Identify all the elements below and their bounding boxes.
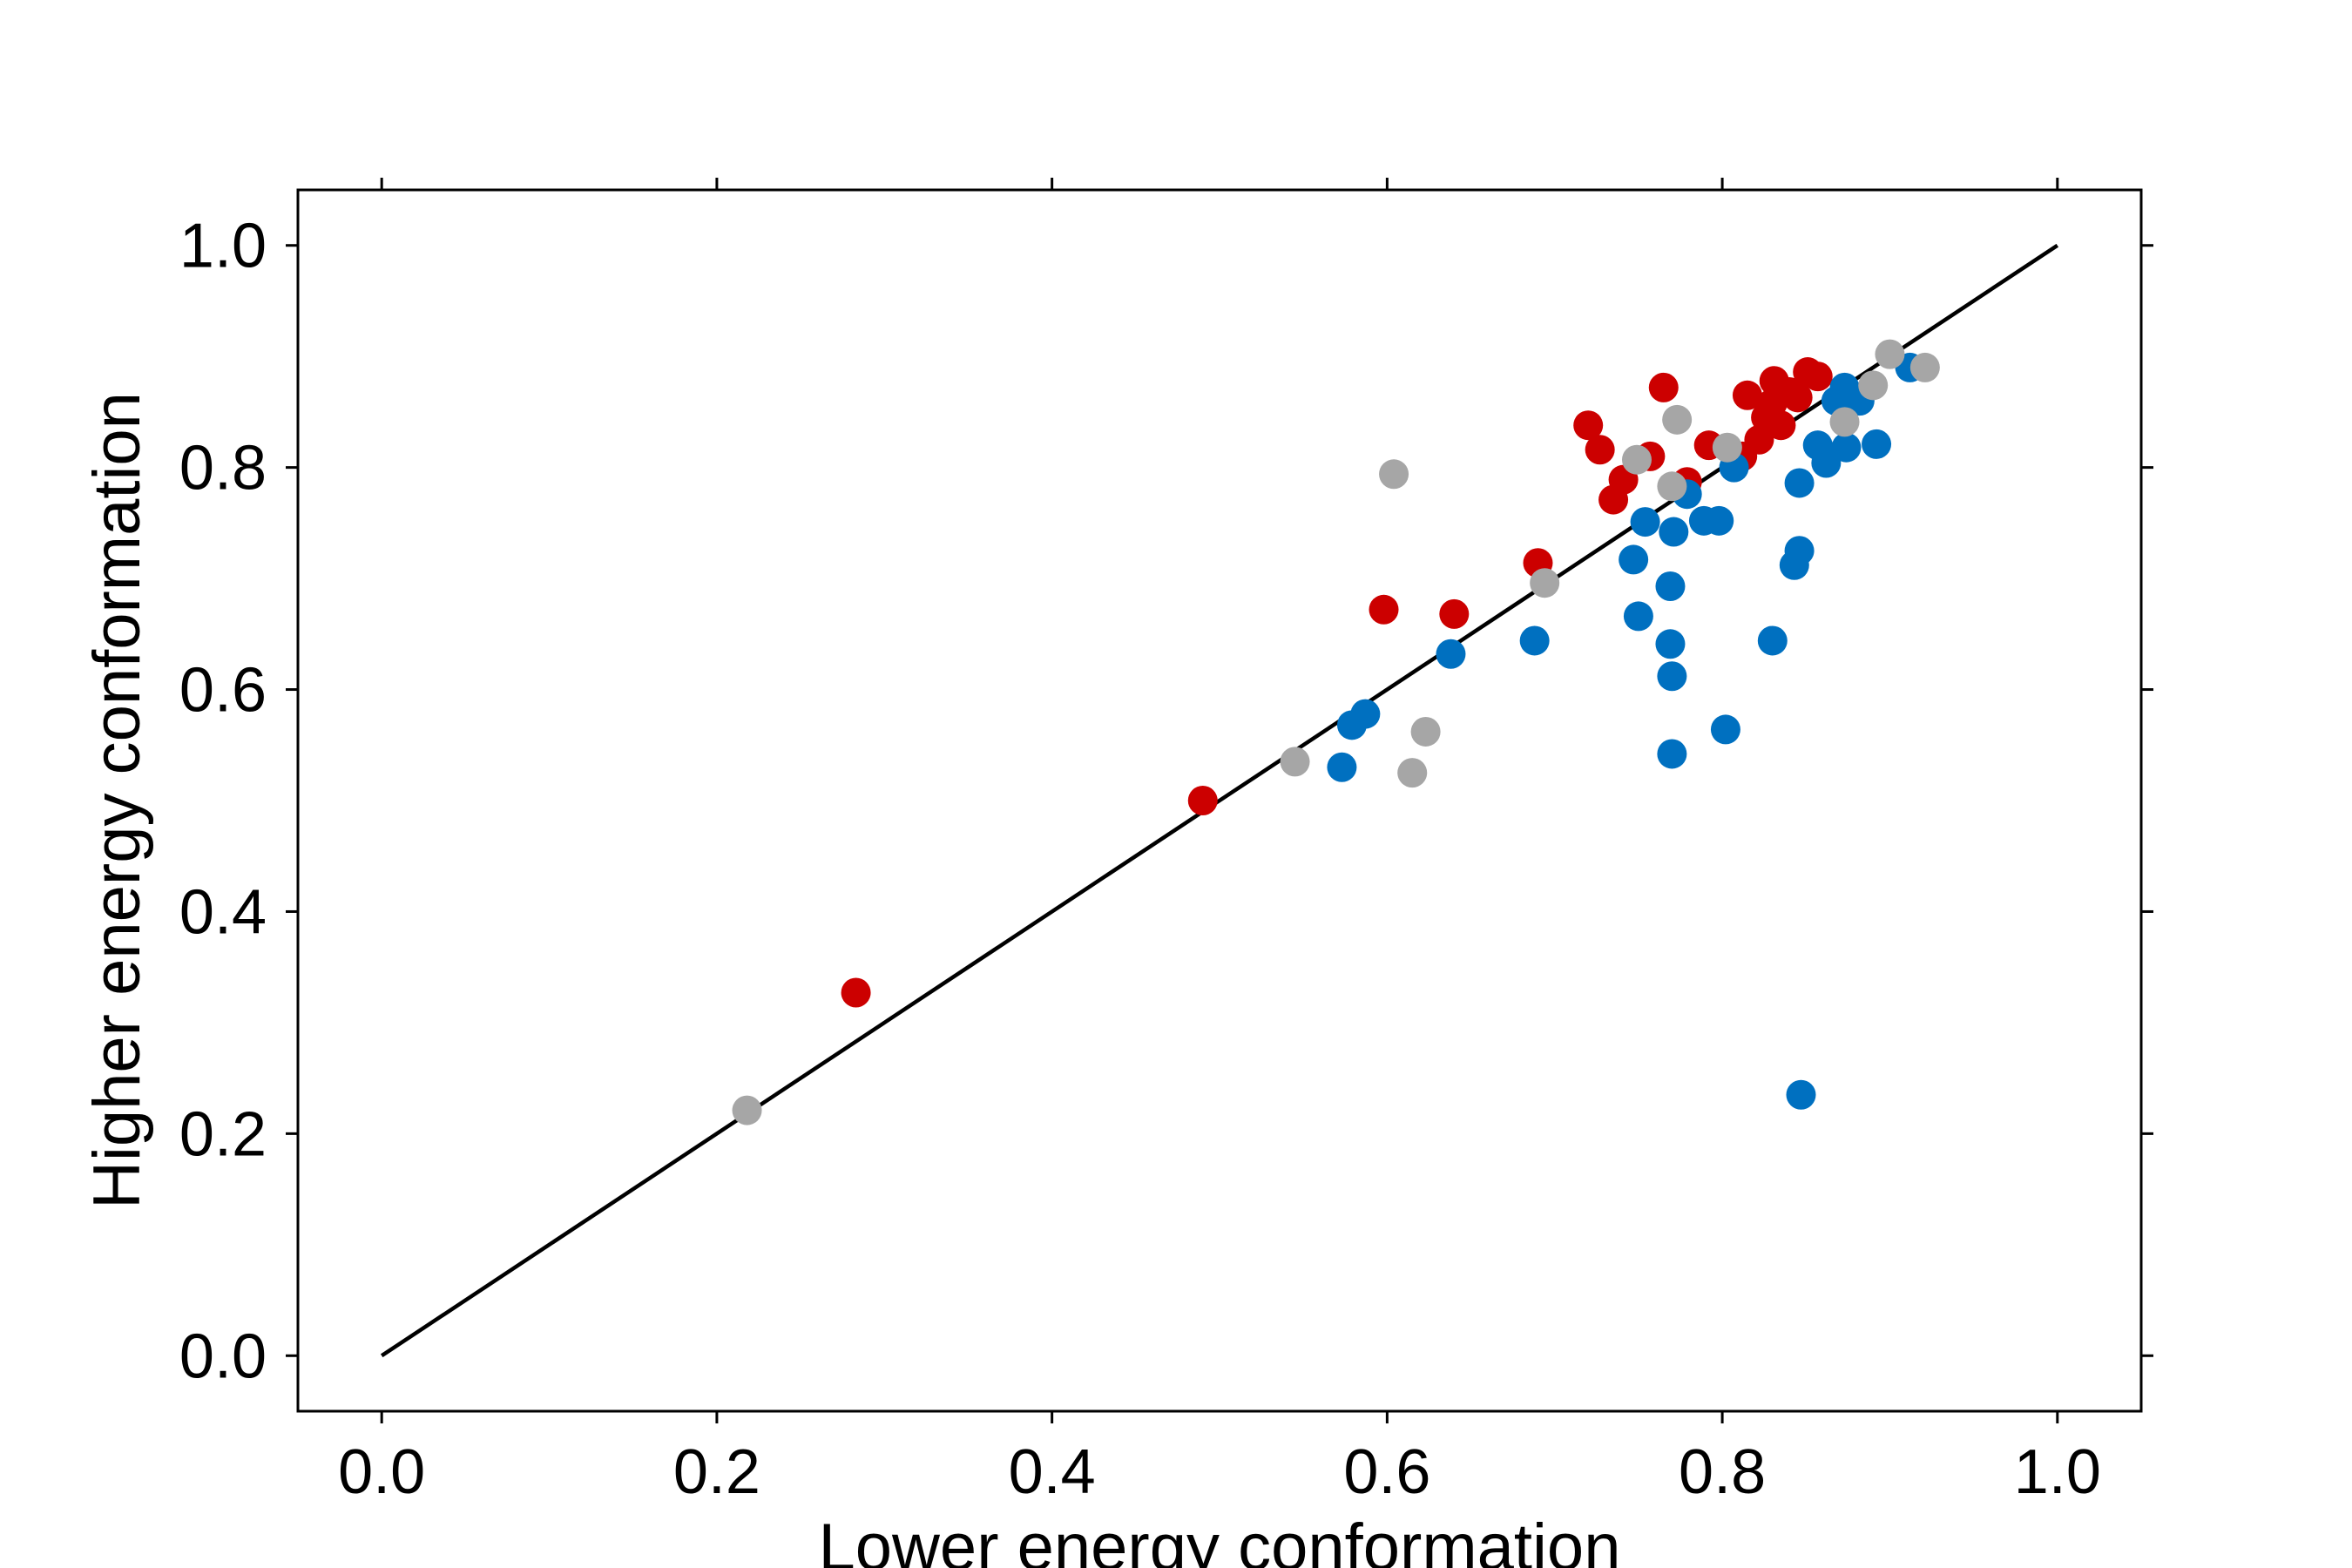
y-axis: 0.0 0.2 0.4 0.6 0.8 1.0 <box>179 212 2153 1391</box>
data-point <box>1744 424 1774 455</box>
x-tick-label: 0.2 <box>673 1437 760 1507</box>
x-axis-title: Lower energy conformation <box>819 1511 1621 1568</box>
data-point <box>1757 625 1788 656</box>
y-tick-label: 1.0 <box>179 212 267 281</box>
data-point <box>1766 410 1796 441</box>
data-point <box>1784 468 1815 498</box>
y-axis-title: Higher energy conformation <box>80 392 154 1209</box>
data-point <box>1657 471 1687 502</box>
data-point <box>1619 544 1649 575</box>
x-tick-label: 0.8 <box>1679 1437 1766 1507</box>
data-point <box>1858 370 1889 401</box>
data-point <box>1397 758 1428 788</box>
data-point <box>1573 410 1604 441</box>
data-point <box>1659 517 1689 547</box>
data-point <box>1623 601 1653 632</box>
data-point <box>1732 380 1762 410</box>
data-point <box>1784 536 1815 566</box>
data-point <box>1410 716 1441 747</box>
x-axis: 0.0 0.2 0.4 0.6 0.8 1.0 <box>338 178 2101 1507</box>
data-point <box>1621 444 1652 475</box>
data-point <box>1710 714 1740 745</box>
y-tick-label: 0.6 <box>179 656 267 726</box>
data-point <box>1657 739 1687 769</box>
data-point <box>1519 625 1550 656</box>
data-point <box>841 977 871 1008</box>
data-point <box>1802 362 1833 392</box>
x-tick-label: 0.4 <box>1009 1437 1096 1507</box>
data-point <box>1379 459 1409 490</box>
data-points <box>732 339 1940 1125</box>
data-point <box>1369 594 1399 625</box>
series-2 <box>732 339 1940 1125</box>
data-point <box>1630 507 1660 537</box>
data-point <box>1280 747 1310 777</box>
data-point <box>1909 352 1940 382</box>
data-point <box>1704 505 1734 536</box>
data-point <box>1350 699 1381 729</box>
data-point <box>1757 388 1788 418</box>
data-point <box>1655 629 1686 659</box>
data-point <box>1327 752 1357 782</box>
data-point <box>1831 432 1862 463</box>
x-tick-label: 1.0 <box>2014 1437 2101 1507</box>
data-point <box>1662 404 1693 435</box>
data-point <box>1786 1079 1816 1110</box>
data-point <box>1657 661 1687 692</box>
y-tick-label: 0.2 <box>179 1099 267 1169</box>
data-point <box>1829 407 1860 437</box>
y-tick-label: 0.4 <box>179 877 267 947</box>
y-tick-label: 0.0 <box>179 1321 267 1391</box>
data-point <box>1655 571 1686 602</box>
data-point <box>1782 382 1813 413</box>
data-point <box>1648 372 1679 402</box>
data-point <box>1811 448 1842 478</box>
data-point <box>1712 432 1742 463</box>
data-point <box>1187 786 1218 815</box>
x-tick-label: 0.0 <box>338 1437 425 1507</box>
data-point <box>1585 435 1615 465</box>
data-point <box>1530 568 1560 598</box>
data-point <box>1439 598 1470 629</box>
data-point <box>1875 339 1905 369</box>
data-point <box>1436 639 1466 669</box>
data-point <box>732 1095 762 1125</box>
x-tick-label: 0.6 <box>1343 1437 1430 1507</box>
data-point <box>1862 429 1892 459</box>
y-tick-label: 0.8 <box>179 434 267 504</box>
